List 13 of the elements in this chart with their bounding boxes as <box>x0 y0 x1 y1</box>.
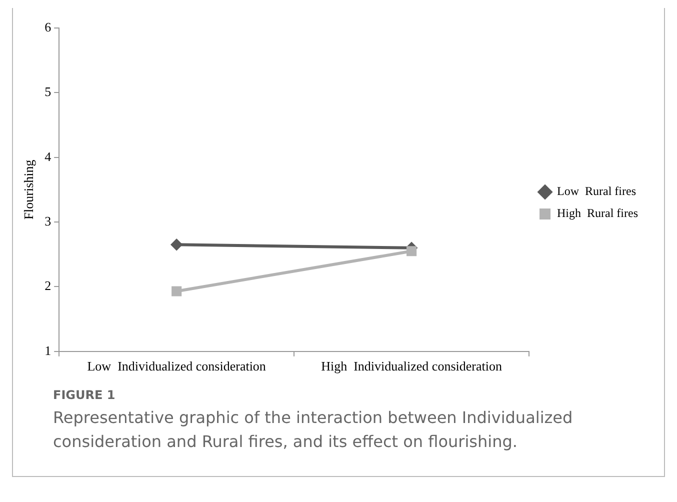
y-tick-label: 4 <box>44 148 52 164</box>
y-tick-label: 1 <box>44 342 52 358</box>
legend-label: High Rural fires <box>557 206 638 220</box>
y-tick-label: 6 <box>44 19 52 34</box>
text: Representative graphic of the interaction between Individualized consideration and Rural fires, and its effect on flourishing. <box>53 407 574 453</box>
y-tick-label: 3 <box>44 213 52 228</box>
y-tick-label: 2 <box>44 278 52 294</box>
x-tick-label: Low Individualized consideration <box>87 358 266 374</box>
caption: FIGURE 1 <box>53 388 116 402</box>
y-axis-title: Flourishing <box>21 159 36 220</box>
legend-label: Low Rural fires <box>557 184 636 198</box>
x-tick-label: High Individualized consideration <box>321 358 502 374</box>
y-tick-label: 5 <box>44 84 52 100</box>
